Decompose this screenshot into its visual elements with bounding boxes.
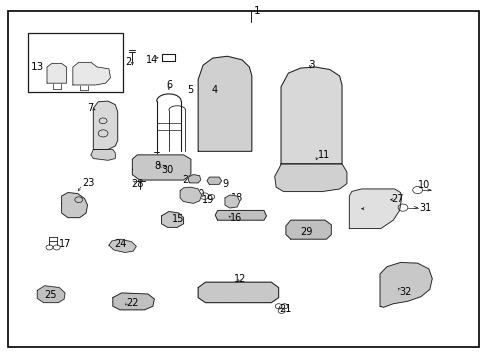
Text: 31: 31	[418, 203, 430, 213]
Text: 20: 20	[192, 189, 204, 199]
Text: 27: 27	[390, 194, 403, 204]
Polygon shape	[113, 293, 154, 310]
Polygon shape	[91, 149, 115, 160]
Text: 7: 7	[87, 103, 94, 113]
Text: 5: 5	[186, 85, 193, 95]
Polygon shape	[47, 63, 66, 83]
Text: 10: 10	[417, 180, 429, 190]
Text: 18: 18	[230, 193, 243, 203]
Polygon shape	[180, 187, 201, 203]
Text: 2: 2	[125, 57, 131, 67]
Polygon shape	[198, 282, 278, 303]
Polygon shape	[109, 239, 136, 252]
Polygon shape	[161, 212, 183, 227]
Polygon shape	[379, 262, 431, 307]
Text: 16: 16	[229, 213, 242, 222]
Text: 4: 4	[211, 85, 217, 95]
Polygon shape	[37, 286, 65, 303]
Text: 3: 3	[307, 60, 314, 70]
Text: 19: 19	[201, 195, 213, 205]
Text: 23: 23	[82, 178, 95, 188]
Polygon shape	[132, 155, 190, 180]
Polygon shape	[274, 164, 346, 192]
Polygon shape	[281, 67, 341, 164]
Polygon shape	[61, 193, 87, 218]
Text: 30: 30	[161, 165, 174, 175]
Polygon shape	[188, 175, 200, 183]
Polygon shape	[206, 177, 221, 184]
Text: 25: 25	[44, 290, 57, 300]
Text: 22: 22	[126, 298, 138, 308]
Polygon shape	[215, 211, 266, 220]
Bar	[27, 33, 122, 92]
Text: 6: 6	[166, 80, 172, 90]
Polygon shape	[224, 195, 239, 208]
Text: 15: 15	[172, 214, 184, 224]
Text: 28: 28	[131, 179, 143, 189]
Text: 29: 29	[300, 227, 312, 237]
Text: 32: 32	[399, 287, 411, 297]
Polygon shape	[285, 220, 330, 239]
Polygon shape	[198, 56, 251, 151]
Text: 12: 12	[233, 274, 245, 284]
Polygon shape	[348, 189, 401, 228]
Polygon shape	[93, 101, 118, 149]
Text: 24: 24	[114, 239, 126, 249]
Text: 9: 9	[222, 179, 228, 189]
Text: 13: 13	[31, 62, 44, 72]
Text: 26: 26	[182, 175, 194, 185]
Text: 1: 1	[254, 6, 260, 17]
Text: 17: 17	[59, 239, 71, 249]
Text: 21: 21	[279, 304, 291, 314]
Text: 8: 8	[154, 161, 160, 171]
Polygon shape	[73, 62, 110, 85]
Text: 14: 14	[146, 55, 158, 65]
Text: 11: 11	[317, 150, 329, 160]
